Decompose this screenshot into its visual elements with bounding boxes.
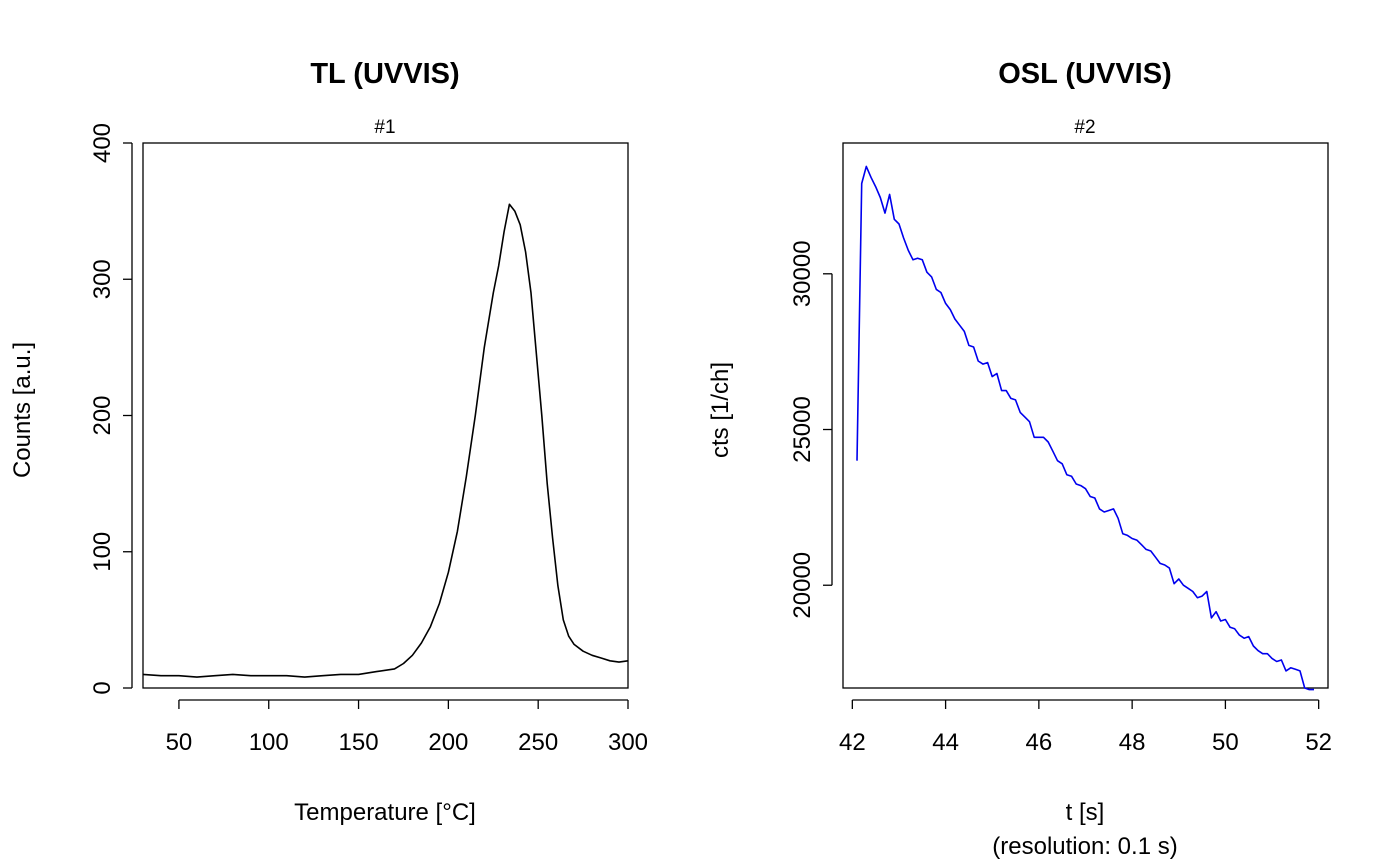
osl-y-tick-label: 20000 xyxy=(789,552,816,619)
tl-series-layer xyxy=(142,203,629,678)
tl-x-tick-label: 50 xyxy=(166,729,193,756)
osl-series-layer xyxy=(856,165,1314,691)
osl-chart-subtitle: #2 xyxy=(1074,117,1095,138)
tl-x-tick-label: 200 xyxy=(428,729,468,756)
tl-x-tick-label: 100 xyxy=(249,729,289,756)
tl-series-line xyxy=(142,203,629,678)
tl-chart-panel: TL (UVVIS) #1 50 100 150 200 250 300 0 100 200 30… xyxy=(9,58,648,826)
osl-plot-frame xyxy=(842,142,1329,689)
osl-x-tick-label: 46 xyxy=(1026,729,1053,756)
osl-y-tick-label: 30000 xyxy=(789,240,816,307)
tl-x-axis-label: Temperature [°C] xyxy=(294,799,476,826)
tl-x-tick-label: 250 xyxy=(518,729,558,756)
osl-x-tick-label: 44 xyxy=(932,729,959,756)
tl-y-tick-label: 100 xyxy=(89,532,116,572)
tl-chart-title: TL (UVVIS) xyxy=(310,58,459,90)
osl-chart-panel: OSL (UVVIS) #2 42 44 46 48 50 52 20000 25000 300… xyxy=(707,58,1332,860)
tl-chart-subtitle: #1 xyxy=(374,117,395,138)
osl-series-line xyxy=(856,165,1314,691)
tl-y-tick-label: 400 xyxy=(89,123,116,163)
tl-y-axis-label: Counts [a.u.] xyxy=(9,342,36,478)
tl-y-tick-label: 300 xyxy=(89,259,116,299)
osl-x-tick-label: 48 xyxy=(1119,729,1146,756)
tl-x-tick-label: 150 xyxy=(339,729,379,756)
osl-x-axis-label: t [s] xyxy=(1066,799,1105,826)
tl-y-tick-label: 200 xyxy=(89,395,116,435)
tl-y-tick-label: 0 xyxy=(89,681,116,694)
osl-y-axis-label: cts [1/ch] xyxy=(707,362,734,458)
osl-x-tick-label: 42 xyxy=(839,729,866,756)
osl-axis-ticks: 42 44 46 48 50 52 20000 25000 30000 xyxy=(789,240,1332,756)
osl-chart-title: OSL (UVVIS) xyxy=(998,58,1172,90)
osl-x-tick-label: 52 xyxy=(1305,729,1332,756)
osl-x-tick-label: 50 xyxy=(1212,729,1239,756)
osl-x-axis-note: (resolution: 0.1 s) xyxy=(992,833,1177,860)
osl-y-tick-label: 25000 xyxy=(789,396,816,463)
tl-axis-ticks: 50 100 150 200 250 300 0 100 200 300 400 xyxy=(89,123,648,756)
tl-plot-frame xyxy=(142,142,629,689)
tl-x-tick-label: 300 xyxy=(608,729,648,756)
